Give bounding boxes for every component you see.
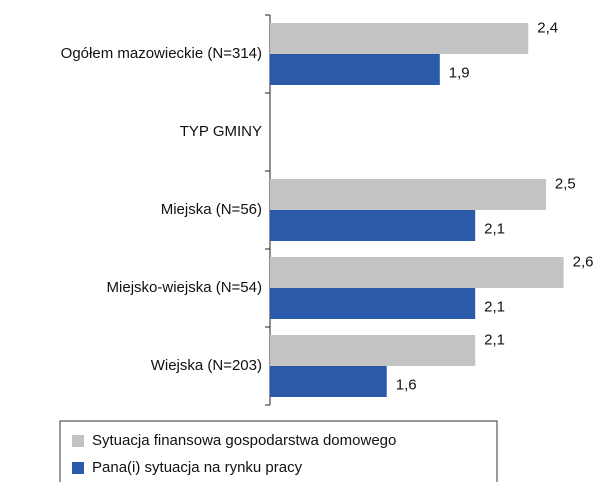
bar — [270, 54, 440, 85]
value-label: 2,4 — [537, 19, 558, 36]
bar — [270, 210, 476, 241]
category-label: TYP GMINY — [180, 123, 262, 140]
category-label: Miejska (N=56) — [161, 201, 262, 218]
legend-swatch — [72, 462, 84, 474]
bar — [270, 288, 476, 319]
value-label: 2,1 — [484, 220, 505, 237]
legend-label: Pana(i) sytuacja na rynku pracy — [92, 459, 303, 476]
bar — [270, 179, 546, 210]
bar — [270, 257, 564, 288]
bar — [270, 23, 529, 54]
category-label: Wiejska (N=203) — [151, 357, 262, 374]
legend-box — [59, 420, 498, 482]
legend-swatch — [72, 435, 84, 447]
value-label: 1,6 — [396, 376, 417, 393]
value-label: 2,6 — [573, 253, 594, 270]
value-label: 2,1 — [484, 298, 505, 315]
category-label: Ogółem mazowieckie (N=314) — [61, 45, 262, 62]
value-label: 2,1 — [484, 331, 505, 348]
value-label: 2,5 — [555, 175, 576, 192]
bar — [270, 335, 476, 366]
value-label: 1,9 — [449, 64, 470, 81]
bar — [270, 366, 387, 397]
category-label: Miejsko-wiejska (N=54) — [107, 279, 262, 296]
legend-label: Sytuacja finansowa gospodarstwa domowego — [92, 432, 396, 449]
